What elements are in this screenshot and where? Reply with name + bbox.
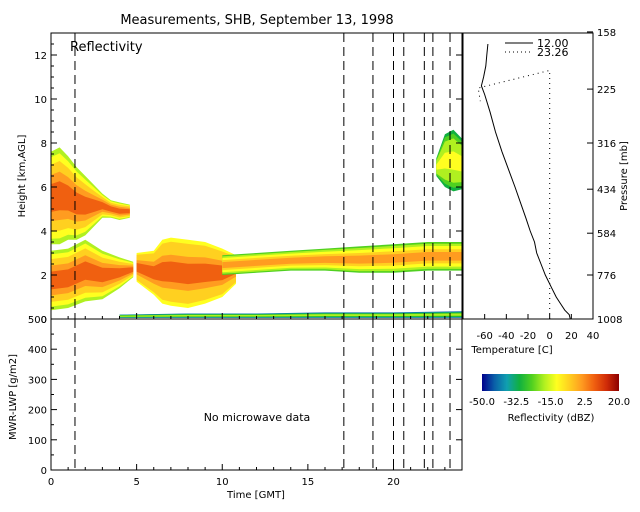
temperature-tick-label: 20 [565,331,578,342]
cloud-band [51,261,134,290]
time-tick-label: 5 [133,477,139,488]
lwp-panel: 0 100 200 300 400 500 0 5 10 15 20 MWR-LWP [g/m2]… [8,313,463,501]
pressure-axis: 158 225 316 434 584 776 1008 [587,28,622,326]
pressure-tick-label: 316 [597,139,616,150]
lwp-time-marker-lines [74,319,451,470]
lwp-tick-label: 0 [41,466,47,477]
temperature-panel: -60 -40 -20 0 20 40 Temperature [C] 12.0023.2… [462,32,599,356]
time-tick-label: 0 [48,477,54,488]
lwp-tick-label: 300 [28,375,47,386]
temperature-tick-label: -40 [498,331,514,342]
reflectivity-field [51,129,462,318]
lwp-tick-label: 100 [28,436,47,447]
time-tick-label: 15 [302,477,315,488]
height-axis: 0 2 4 6 8 10 12 [34,43,462,326]
time-axis: 0 5 10 15 20 [48,313,446,488]
height-tick-label: 0 [41,315,47,326]
colorbar-label: Reflectivity (dBZ) [508,413,595,424]
lwp-tick-label: 500 [28,315,47,326]
temperature-axis: -60 -40 -20 0 20 40 [476,314,599,342]
lwp-plot-frame [50,318,463,471]
lwp-tick-label: 400 [28,345,47,356]
reflectivity-panel: Reflectivity 0 2 4 6 8 10 12 Height [km,AGL] 1… [17,28,630,326]
cloud-band [222,252,462,269]
height-tick-label: 4 [41,227,47,238]
height-tick-label: 8 [41,139,47,150]
temperature-profile-line [477,69,551,319]
legend-label: 23.26 [537,46,569,59]
reflectivity-panel-label: Reflectivity [70,40,143,55]
height-tick-label: 12 [34,51,47,62]
colorbar-swatch [482,374,619,391]
no-data-annotation: No microwave data [204,411,311,424]
reflectivity-colorbar: -50.0 -32.5 -15.0 2.5 20.0 Reflectivity (dBZ… [469,374,630,424]
time-marker-lines [74,33,451,319]
cloud-band [51,181,130,215]
colorbar-tick-label: 20.0 [608,397,630,408]
pressure-tick-label: 158 [597,28,616,39]
cloud-band [136,261,236,285]
height-tick-label: 2 [41,271,47,282]
time-axis-label: Time [GMT] [226,490,285,501]
lwp-tick-label: 200 [28,406,47,417]
pressure-tick-label: 1008 [597,315,622,326]
time-tick-label: 10 [216,477,229,488]
pressure-axis-label: Pressure [mb] [619,141,630,211]
temperature-tick-label: -20 [520,331,536,342]
chart-title: Measurements, SHB, September 13, 1998 [120,13,393,28]
temperature-profiles [477,43,571,319]
cloud-band [436,151,462,172]
pressure-tick-label: 434 [597,185,616,196]
pressure-tick-label: 225 [597,85,616,96]
pressure-tick-label: 776 [597,271,616,282]
colorbar-tick-label: -32.5 [503,397,529,408]
legend-label: 12.00 [537,37,569,50]
lwp-axis-label: MWR-LWP [g/m2] [8,354,19,440]
height-axis-label: Height [km,AGL] [17,135,28,218]
temperature-tick-label: 40 [587,331,600,342]
colorbar-tick-label: -15.0 [538,397,564,408]
temperature-tick-label: 0 [546,331,552,342]
colorbar-tick-label: 2.5 [577,397,593,408]
temperature-profile-line [480,43,571,319]
pressure-tick-label: 584 [597,229,616,240]
height-tick-label: 10 [34,95,47,106]
colorbar-tick-label: -50.0 [469,397,495,408]
temperature-axis-label: Temperature [C] [470,345,552,356]
cloud-band [119,313,462,317]
temperature-tick-label: -60 [476,331,492,342]
height-tick-label: 6 [41,183,47,194]
colorbar-ticks: -50.0 -32.5 -15.0 2.5 20.0 [469,397,630,408]
time-tick-label: 20 [387,477,400,488]
lwp-axis: 0 100 200 300 400 500 [28,315,462,477]
